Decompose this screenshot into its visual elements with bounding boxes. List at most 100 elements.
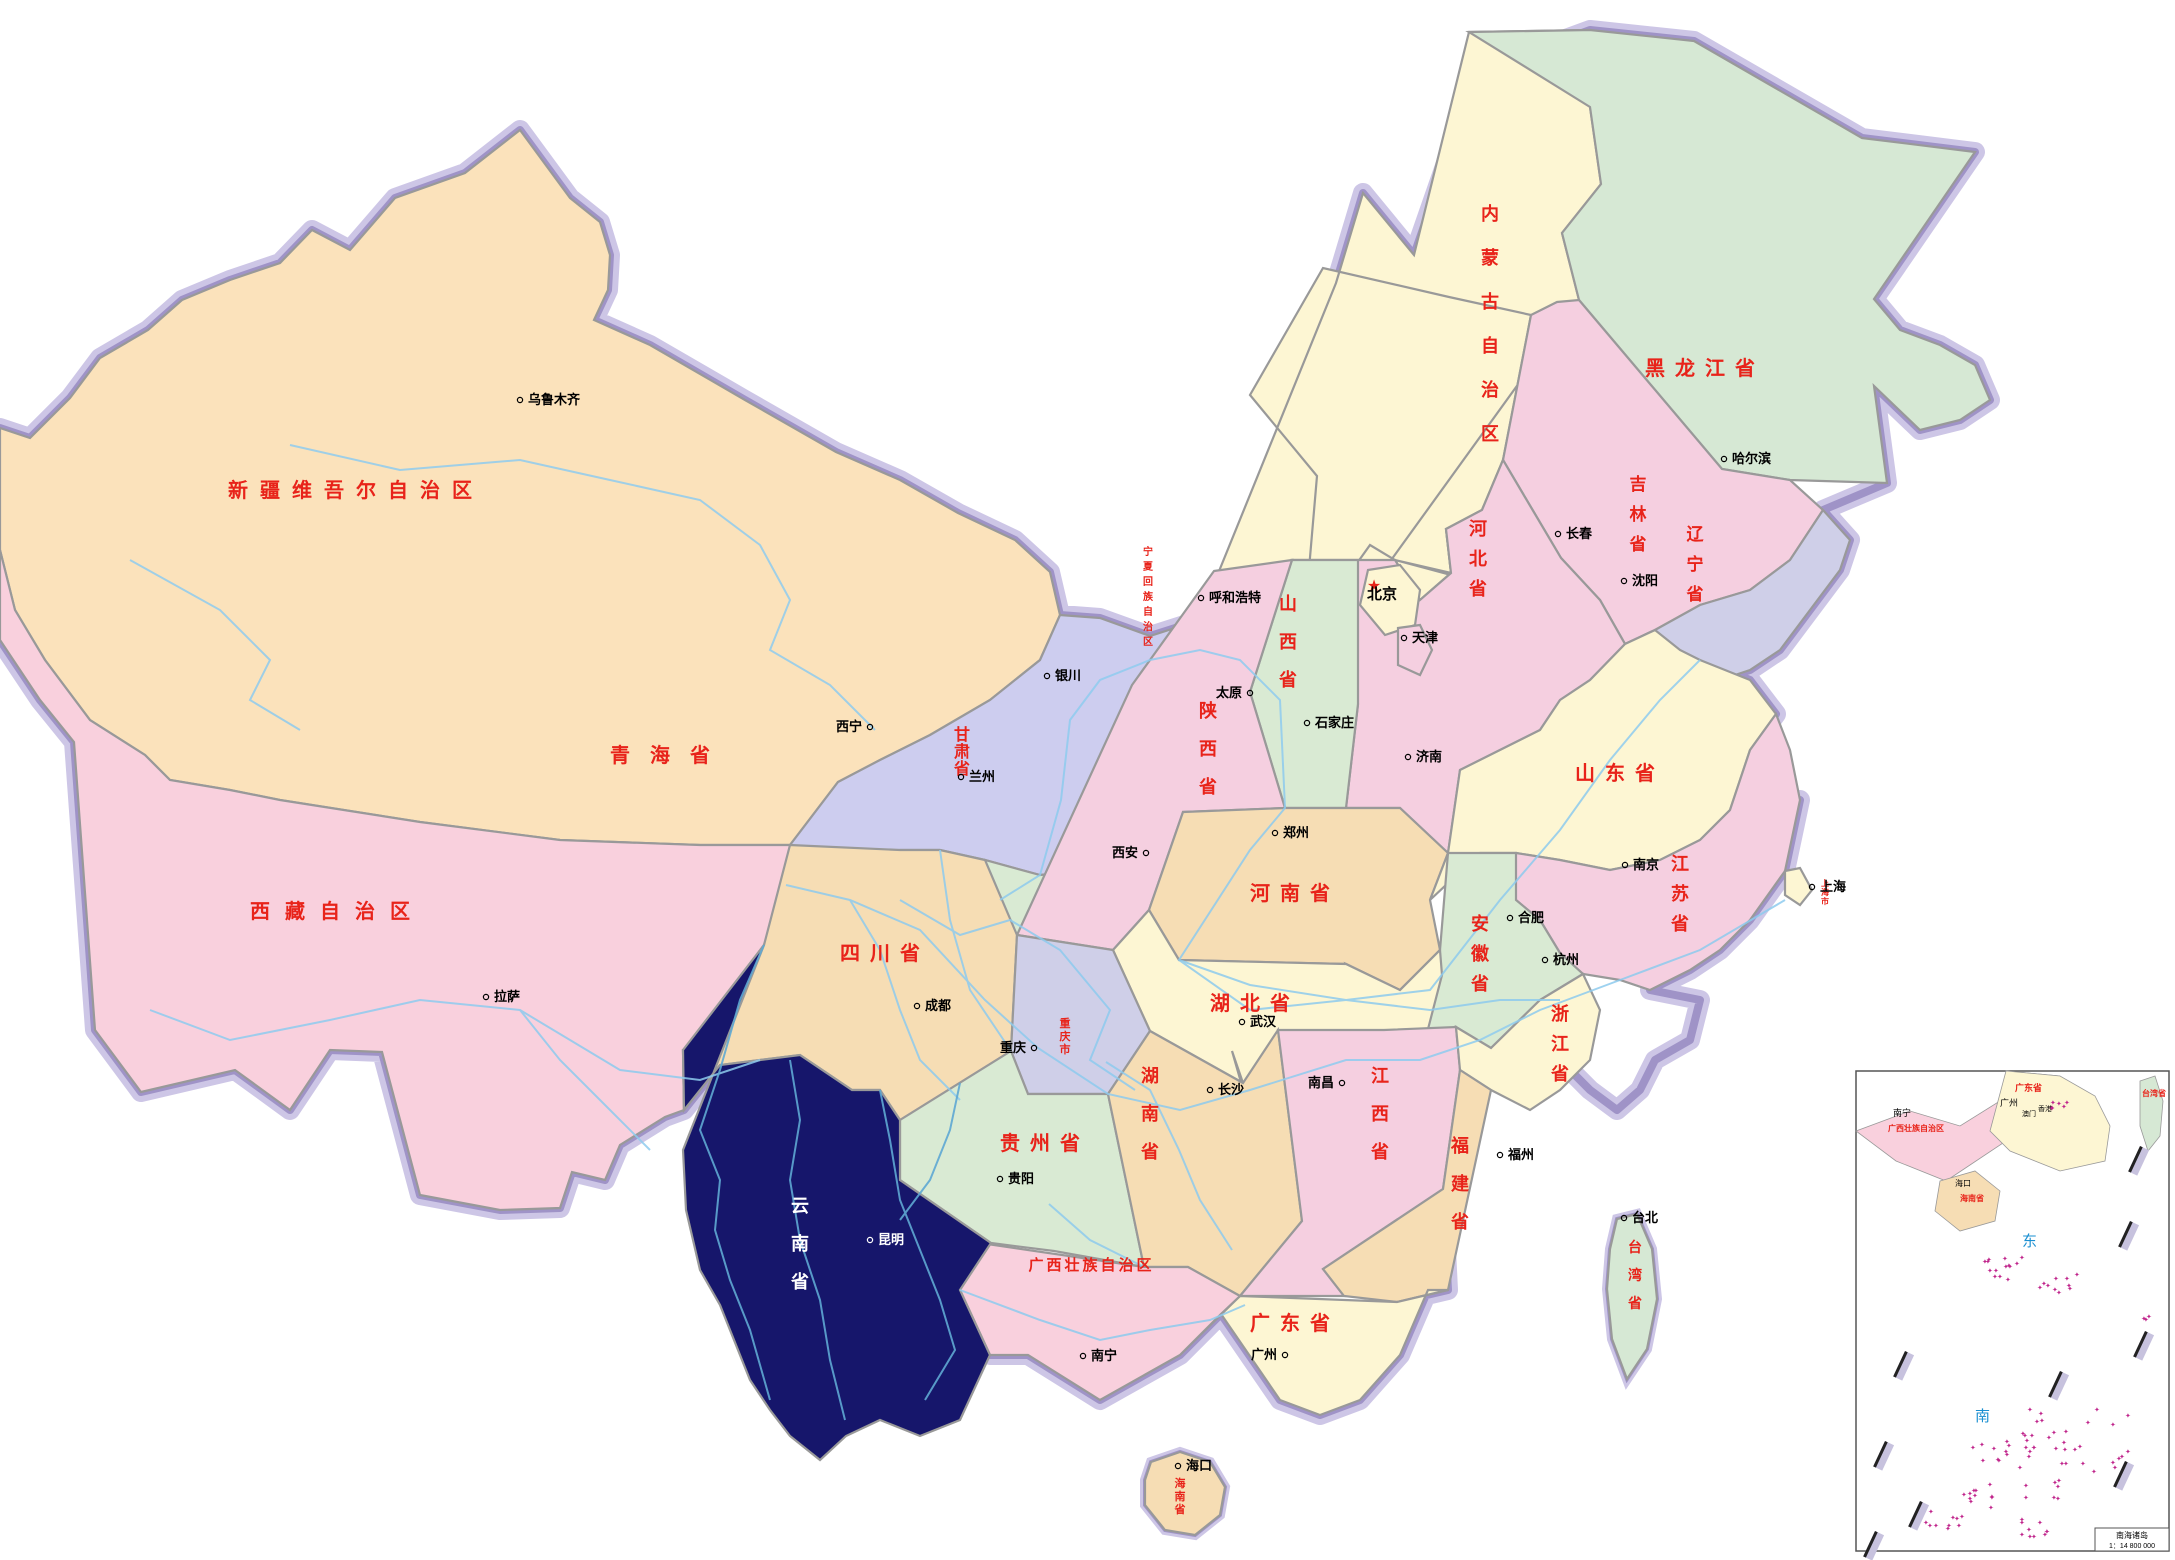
svg-text:银川: 银川	[1055, 668, 1081, 683]
svg-text:✦: ✦	[2007, 1263, 2013, 1271]
svg-text:省: 省	[1370, 1141, 1389, 1162]
svg-text:福: 福	[1450, 1135, 1469, 1156]
svg-text:重: 重	[1060, 1016, 1071, 1030]
svg-text:新: 新	[228, 478, 248, 502]
svg-text:乌鲁木齐: 乌鲁木齐	[528, 392, 581, 407]
svg-text:✦: ✦	[1950, 1514, 1956, 1522]
svg-text:区: 区	[390, 901, 410, 923]
svg-text:浙: 浙	[1551, 1003, 1569, 1024]
svg-text:✦: ✦	[1956, 1522, 1962, 1530]
svg-text:省: 省	[1634, 762, 1655, 785]
svg-text:区: 区	[1136, 1257, 1151, 1274]
svg-text:成都: 成都	[925, 998, 951, 1013]
svg-text:自: 自	[1100, 1256, 1115, 1274]
svg-text:✦: ✦	[1970, 1444, 1976, 1452]
svg-text:✦: ✦	[2063, 1428, 2069, 1436]
svg-text:✦: ✦	[2019, 1516, 2025, 1524]
svg-text:东: 东	[1605, 761, 1625, 785]
svg-text:✦: ✦	[2037, 1284, 2043, 1292]
svg-text:海口: 海口	[1186, 1458, 1212, 1473]
svg-text:✦: ✦	[2026, 1453, 2032, 1461]
svg-text:✦: ✦	[2051, 1494, 2057, 1502]
svg-text:广: 广	[1028, 1256, 1043, 1274]
svg-text:南京: 南京	[1633, 857, 1659, 872]
svg-text:东: 东	[1280, 1311, 1300, 1335]
svg-text:✦: ✦	[2019, 1254, 2025, 1262]
svg-text:✦: ✦	[2125, 1448, 2131, 1456]
svg-text:青: 青	[610, 744, 630, 767]
svg-text:海: 海	[1175, 1476, 1186, 1490]
svg-text:自: 自	[320, 899, 340, 923]
svg-text:省: 省	[1278, 669, 1297, 690]
svg-text:肃: 肃	[954, 743, 970, 761]
svg-text:江: 江	[1371, 1066, 1389, 1086]
svg-text:治: 治	[355, 899, 375, 923]
svg-text:✦: ✦	[2002, 1255, 2008, 1263]
svg-text:✦: ✦	[1959, 1513, 1965, 1521]
svg-text:辽: 辽	[1687, 525, 1705, 544]
svg-text:省: 省	[1627, 1295, 1642, 1311]
svg-text:太原: 太原	[1215, 685, 1242, 700]
svg-text:南: 南	[1175, 1489, 1186, 1503]
svg-text:东: 东	[2022, 1233, 2037, 1250]
svg-text:吉: 吉	[1630, 475, 1647, 494]
svg-text:武汉: 武汉	[1250, 1014, 1277, 1029]
svg-text:济南: 济南	[1416, 749, 1442, 764]
svg-text:宁: 宁	[1143, 545, 1153, 558]
svg-text:内: 内	[1481, 203, 1499, 224]
svg-text:✦: ✦	[2038, 1410, 2044, 1418]
svg-text:天津: 天津	[1412, 630, 1438, 645]
svg-text:石家庄: 石家庄	[1314, 715, 1354, 730]
svg-text:上海: 上海	[1820, 879, 1846, 894]
svg-text:南海诸岛: 南海诸岛	[2116, 1530, 2148, 1540]
svg-text:江: 江	[1705, 357, 1725, 380]
svg-text:省: 省	[1670, 913, 1689, 934]
svg-text:海: 海	[650, 743, 670, 767]
svg-text:拉萨: 拉萨	[494, 989, 520, 1004]
svg-text:✦: ✦	[2052, 1286, 2058, 1294]
svg-text:✦: ✦	[1968, 1498, 1974, 1506]
svg-text:✦: ✦	[2023, 1444, 2029, 1452]
svg-text:古: 古	[1481, 291, 1499, 312]
svg-text:黑: 黑	[1645, 357, 1665, 380]
svg-text:壮: 壮	[1064, 1256, 1079, 1274]
svg-text:✦: ✦	[2062, 1446, 2068, 1454]
svg-text:省: 省	[953, 759, 970, 778]
svg-text:台湾省: 台湾省	[2142, 1088, 2166, 1098]
svg-text:省: 省	[1059, 1132, 1080, 1155]
svg-text:西: 西	[1199, 739, 1217, 759]
svg-text:✦: ✦	[2024, 1437, 2030, 1445]
svg-text:✦: ✦	[2052, 1479, 2058, 1487]
svg-text:昆明: 昆明	[878, 1232, 904, 1247]
svg-text:区: 区	[1143, 636, 1153, 648]
svg-text:南: 南	[1280, 882, 1300, 905]
svg-text:省: 省	[1309, 1312, 1330, 1335]
svg-text:河: 河	[1469, 519, 1487, 539]
svg-text:南: 南	[791, 1233, 809, 1254]
svg-text:✦: ✦	[2051, 1429, 2057, 1437]
svg-text:✦: ✦	[2110, 1421, 2116, 1429]
svg-text:州: 州	[1030, 1132, 1050, 1155]
svg-text:蒙: 蒙	[1481, 248, 1499, 268]
svg-text:陕: 陕	[1199, 700, 1217, 721]
svg-text:✦: ✦	[2116, 1455, 2122, 1463]
svg-text:西宁: 西宁	[836, 719, 862, 734]
svg-text:云: 云	[791, 1196, 809, 1216]
svg-text:山: 山	[1279, 594, 1297, 614]
svg-text:治: 治	[1143, 620, 1153, 633]
svg-text:南: 南	[1975, 1408, 1990, 1425]
svg-text:省: 省	[1470, 973, 1489, 994]
svg-text:✦: ✦	[1989, 1493, 1995, 1501]
svg-text:✦: ✦	[1979, 1441, 1985, 1449]
svg-text:✦: ✦	[1996, 1457, 2002, 1465]
svg-text:郑州: 郑州	[1283, 825, 1309, 840]
svg-text:1：14 800 000: 1：14 800 000	[2109, 1543, 2155, 1550]
svg-text:庆: 庆	[1059, 1029, 1071, 1043]
svg-text:南: 南	[1141, 1103, 1159, 1124]
svg-text:贵阳: 贵阳	[1008, 1171, 1034, 1186]
svg-text:海南省: 海南省	[1960, 1193, 1984, 1203]
svg-text:湖: 湖	[1141, 1066, 1159, 1086]
svg-text:海口: 海口	[1955, 1178, 1971, 1188]
svg-text:广州: 广州	[2000, 1097, 2018, 1108]
svg-text:✦: ✦	[2026, 1526, 2032, 1534]
